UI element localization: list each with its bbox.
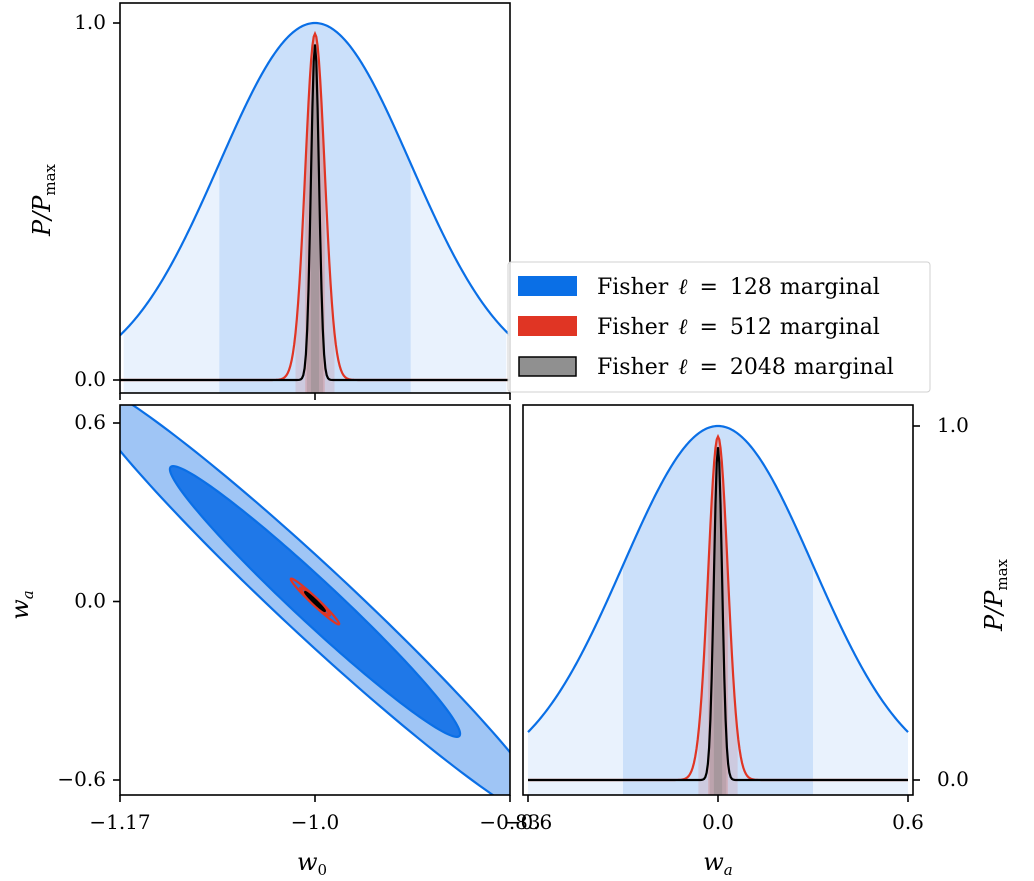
wa-marginal-curve-128	[527, 424, 909, 733]
wa-marginal-fill-512-2sigma	[698, 436, 738, 795]
wa-marginal-xtick-label-0: −0.6	[504, 810, 553, 834]
joint-ytick-label-0: −0.6	[57, 767, 106, 791]
legend-box	[507, 261, 931, 393]
w0-marginal-curve-128	[120, 21, 510, 337]
legend-label-512: Fisher ℓ = 512 marginal	[597, 315, 880, 340]
legend-swatch-2048	[518, 356, 577, 377]
w0-marginal-curve-2048	[120, 44, 510, 382]
w0-marginal-panel: 0.0 1.0 P/Pmax	[28, 2, 511, 400]
joint-xtick-label-2: −0.83	[479, 810, 540, 834]
joint-ytick-label-2: 0.6	[74, 410, 106, 434]
legend-label-2048: Fisher ℓ = 2048 marginal	[597, 355, 894, 380]
w0-marginal-fill-128-1sigma	[219, 23, 411, 393]
wa-marginal-fill-512-1sigma	[708, 436, 728, 795]
joint-contour-512-2sigma	[289, 577, 341, 626]
legend-label-128: Fisher ℓ = 128 marginal	[597, 275, 880, 300]
wa-marginal-panel: 0.0 1.0 −0.6 0.0 0.6 P/Pmax wa	[504, 404, 1011, 879]
wa-marginal-fill-128-1sigma	[623, 426, 813, 795]
w0-marginal-fill-512-1sigma	[305, 33, 325, 393]
wa-marginal-curve-2048	[528, 447, 908, 782]
wa-marginal-fill-2048-1sigma	[713, 447, 723, 795]
wa-marginal-fill-128-2sigma	[528, 426, 908, 795]
joint-ytick-label-1: 0.0	[74, 589, 106, 613]
wa-marginal-xtick-label-2: 0.6	[892, 810, 924, 834]
joint-xtick-label-1: −1.0	[291, 810, 340, 834]
w0-marginal-fill-2048-2sigma	[306, 44, 324, 393]
w0-marginal-ylabel: P/Pmax	[28, 163, 59, 237]
joint-contour-panel: −0.6 0.0 0.6 −1.17 −1.0 −0.83 wa w0	[6, 404, 541, 879]
joint-xtick-label-0: −1.17	[89, 810, 150, 834]
legend-swatch-512	[518, 316, 577, 336]
legend-swatch-128	[518, 276, 577, 296]
wa-marginal-ytick-label-0: 0.0	[937, 767, 969, 791]
wa-marginal-xtick-label-1: 0.0	[702, 810, 734, 834]
wa-marginal-ylabel: P/Pmax	[980, 558, 1011, 632]
legend-entry-512: Fisher ℓ = 512 marginal	[518, 315, 880, 340]
wa-marginal-ytick-label-1: 1.0	[937, 413, 969, 437]
w0-marginal-ytick-label-1: 1.0	[74, 10, 106, 34]
w0-marginal-ytick-label-0: 0.0	[74, 367, 106, 391]
joint-ylabel: wa	[6, 590, 37, 620]
joint-contour-2048-1sigma	[307, 594, 323, 609]
joint-xlabel: w0	[297, 848, 327, 879]
wa-marginal-xlabel: wa	[703, 848, 733, 879]
wa-marginal-fill-2048-2sigma	[709, 447, 727, 795]
w0-marginal-fill-512-2sigma	[295, 33, 335, 393]
legend-entry-2048: Fisher ℓ = 2048 marginal	[518, 355, 894, 380]
legend-entry-128: Fisher ℓ = 128 marginal	[518, 275, 880, 300]
legend: Fisher ℓ = 128 marginal Fisher ℓ = 512 marginal …	[507, 261, 931, 393]
w0-marginal-fill-128-2sigma	[123, 23, 507, 393]
